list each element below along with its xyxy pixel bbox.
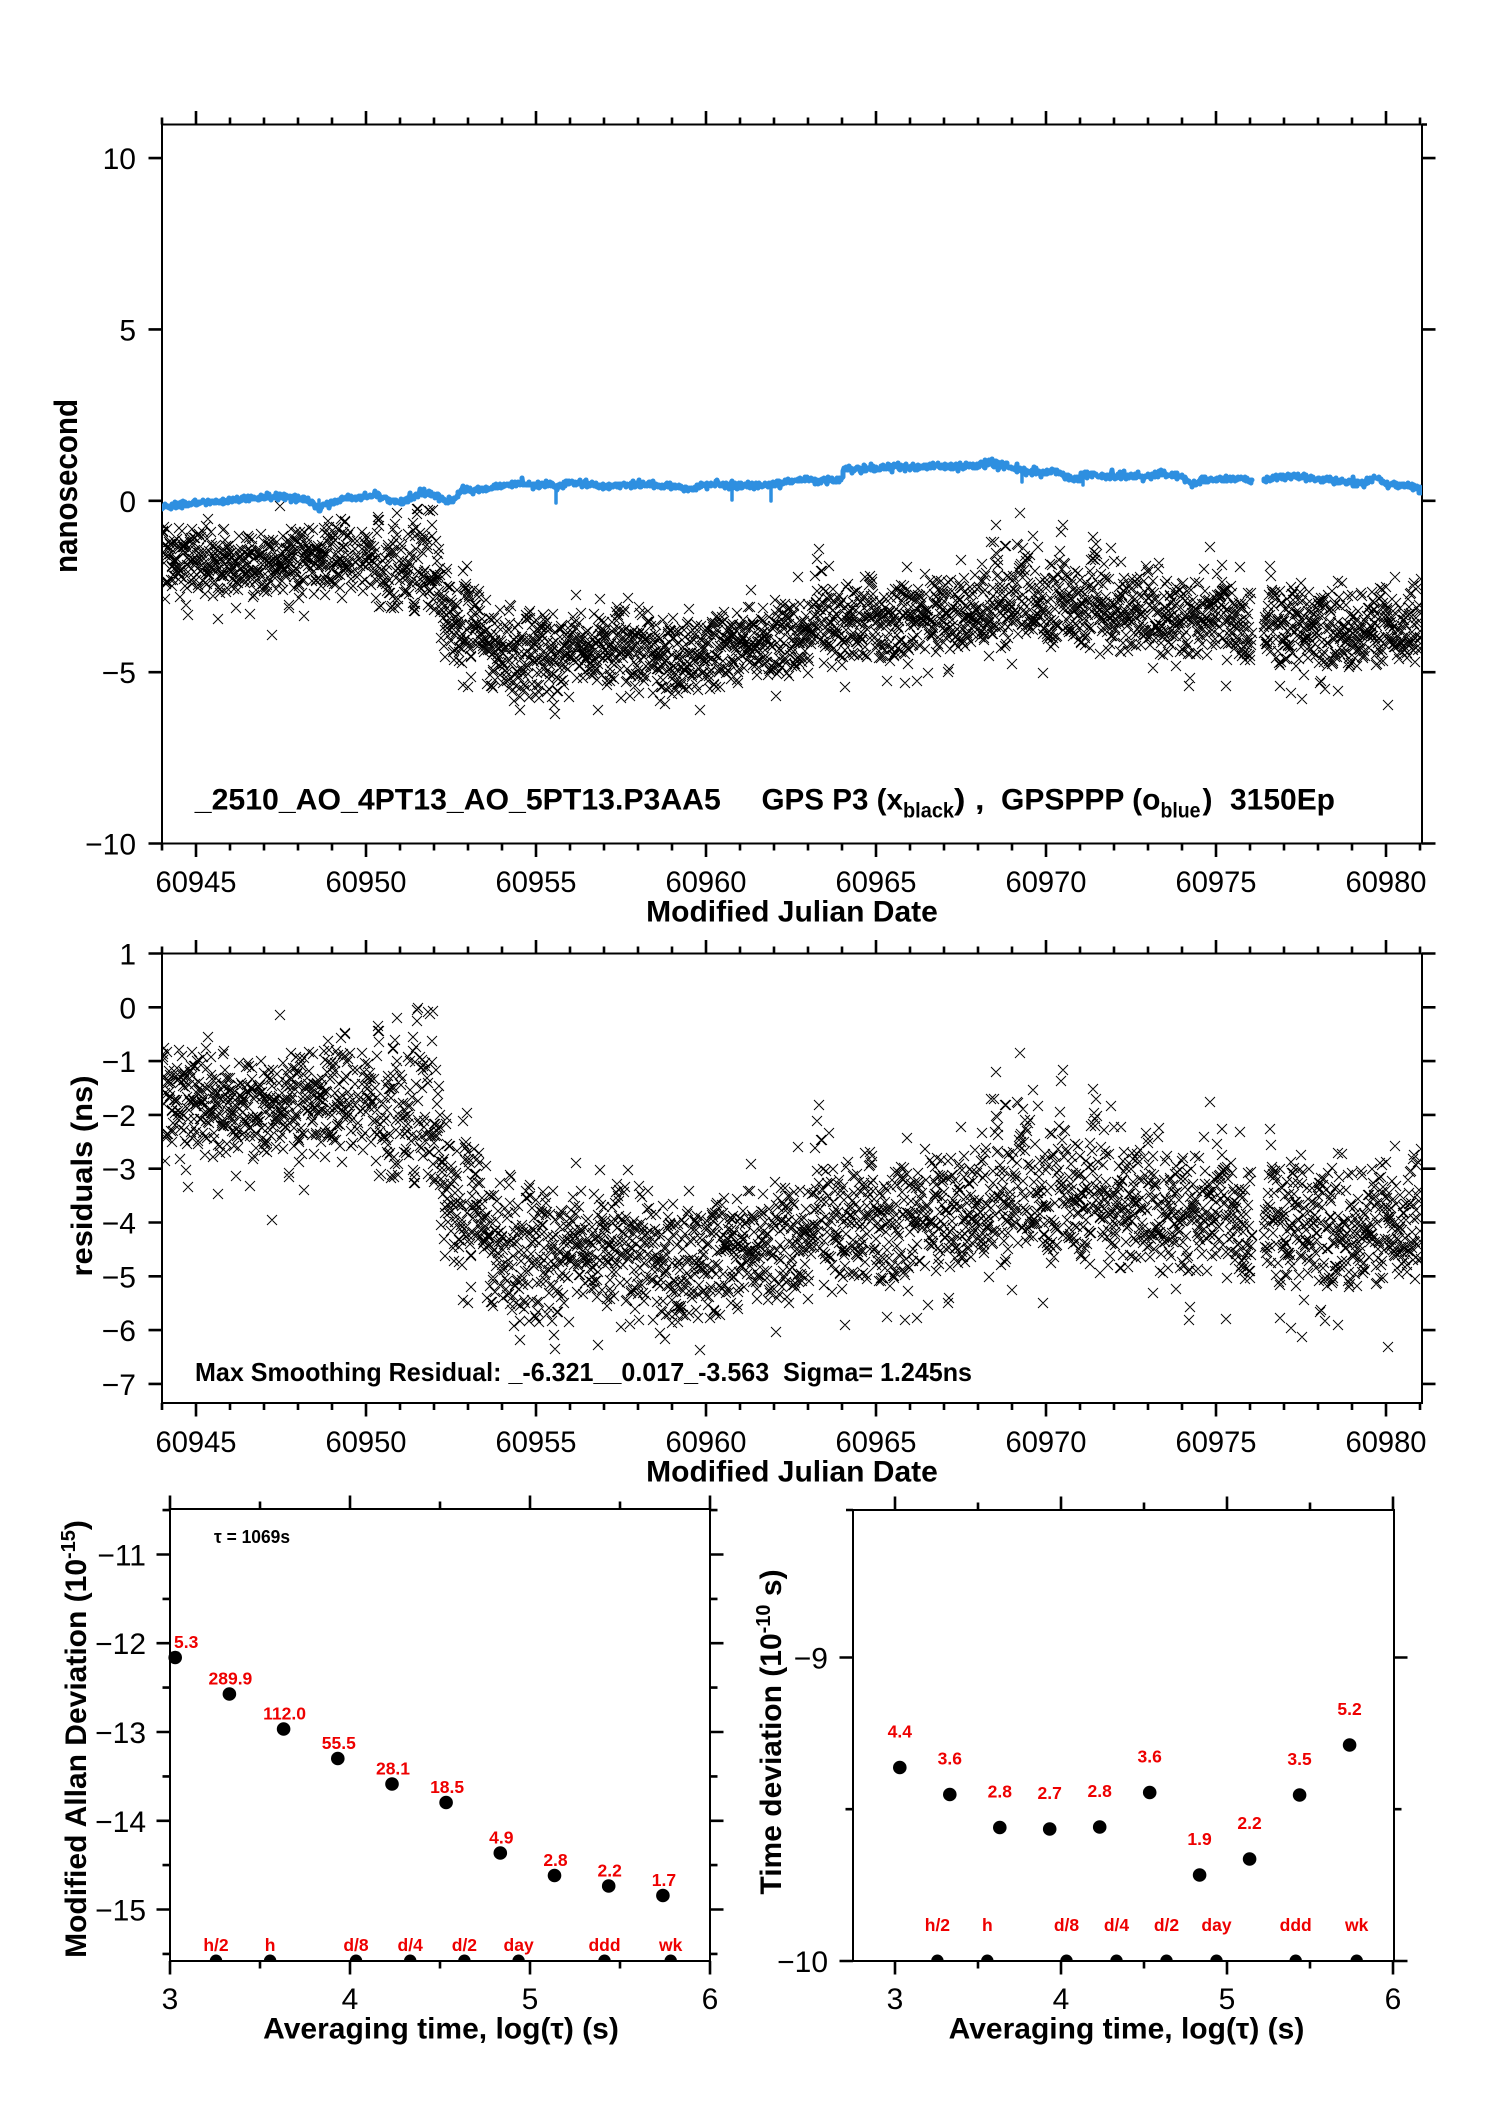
svg-text:10: 10	[103, 143, 136, 176]
svg-text:60945: 60945	[156, 1426, 237, 1459]
svg-text:d/4: d/4	[398, 1935, 424, 1955]
svg-text:ddd: ddd	[588, 1935, 620, 1955]
svg-text:60975: 60975	[1176, 1426, 1257, 1459]
svg-text:5.3: 5.3	[174, 1632, 199, 1652]
svg-text:5: 5	[1219, 1983, 1236, 2016]
svg-text:blue: blue	[1161, 800, 1201, 823]
svg-text:2.8: 2.8	[988, 1782, 1013, 1802]
svg-text:−14: −14	[95, 1806, 146, 1839]
svg-text:4.9: 4.9	[489, 1828, 514, 1848]
svg-text:): )	[1203, 784, 1213, 817]
svg-text:Time deviation (10-10 s): Time deviation (10-10 s)	[753, 1569, 788, 1894]
svg-text:3: 3	[887, 1983, 904, 2016]
svg-text:60960: 60960	[666, 1426, 747, 1459]
svg-text:60980: 60980	[1346, 866, 1427, 899]
svg-text:black: black	[903, 800, 954, 823]
svg-text:GPSPPP (o: GPSPPP (o	[1001, 784, 1161, 817]
svg-text:) ,: ) ,	[954, 784, 985, 817]
svg-text:h: h	[982, 1915, 993, 1935]
svg-text:3.6: 3.6	[1138, 1747, 1163, 1767]
svg-text:GPS P3 (x: GPS P3 (x	[762, 784, 904, 817]
svg-text:τ = 1069s: τ = 1069s	[214, 1527, 290, 1547]
svg-text:289.9: 289.9	[209, 1669, 253, 1689]
svg-text:2.8: 2.8	[543, 1850, 568, 1870]
svg-text:3: 3	[162, 1983, 179, 2016]
svg-text:60960: 60960	[666, 866, 747, 899]
svg-text:2.2: 2.2	[1237, 1813, 1262, 1833]
svg-text:−15: −15	[95, 1895, 146, 1928]
svg-text:_2510_AO_4PT13_AO_5PT13.P3AA5: _2510_AO_4PT13_AO_5PT13.P3AA5	[194, 784, 721, 817]
svg-text:60945: 60945	[156, 866, 237, 899]
svg-text:55.5: 55.5	[322, 1733, 356, 1753]
svg-text:d/8: d/8	[1054, 1915, 1080, 1935]
svg-text:−9: −9	[794, 1643, 828, 1676]
svg-text:5.2: 5.2	[1337, 1699, 1362, 1719]
svg-text:0: 0	[119, 992, 136, 1025]
svg-text:d/2: d/2	[1154, 1915, 1180, 1935]
svg-text:−6: −6	[102, 1315, 136, 1348]
svg-text:Modified Julian Date: Modified Julian Date	[646, 896, 938, 929]
svg-text:−1: −1	[102, 1046, 136, 1079]
svg-text:60980: 60980	[1346, 1426, 1427, 1459]
svg-text:h/2: h/2	[925, 1915, 951, 1935]
svg-text:−7: −7	[102, 1369, 136, 1402]
svg-text:−10: −10	[85, 829, 136, 862]
svg-text:h: h	[265, 1935, 276, 1955]
svg-text:6: 6	[1385, 1983, 1402, 2016]
svg-text:60950: 60950	[326, 1426, 407, 1459]
svg-text:Modified Allan Deviation (10-1: Modified Allan Deviation (10-15)	[58, 1520, 93, 1958]
svg-text:−5: −5	[102, 657, 136, 690]
svg-text:day: day	[1201, 1915, 1231, 1935]
svg-text:60970: 60970	[1006, 866, 1087, 899]
svg-text:4: 4	[342, 1983, 359, 2016]
svg-text:2.7: 2.7	[1038, 1783, 1062, 1803]
svg-text:d/2: d/2	[452, 1935, 478, 1955]
svg-text:residuals (ns): residuals (ns)	[66, 1076, 99, 1277]
svg-text:60970: 60970	[1006, 1426, 1087, 1459]
svg-text:6: 6	[702, 1983, 719, 2016]
svg-text:−5: −5	[102, 1261, 136, 1294]
svg-text:−4: −4	[102, 1208, 136, 1241]
svg-text:−12: −12	[95, 1628, 146, 1661]
svg-text:Max Smoothing Residual: _-6.32: Max Smoothing Residual: _-6.321__0.017_-…	[195, 1357, 972, 1387]
svg-text:3.6: 3.6	[938, 1749, 963, 1769]
svg-text:2.8: 2.8	[1088, 1781, 1113, 1801]
svg-text:1.7: 1.7	[652, 1870, 676, 1890]
svg-text:1: 1	[119, 939, 136, 972]
svg-text:d/4: d/4	[1104, 1915, 1130, 1935]
svg-text:−3: −3	[102, 1154, 136, 1187]
svg-text:60955: 60955	[496, 866, 577, 899]
svg-text:wk: wk	[658, 1935, 683, 1955]
svg-text:112.0: 112.0	[263, 1704, 306, 1724]
svg-text:−11: −11	[97, 1540, 146, 1573]
svg-text:60975: 60975	[1176, 866, 1257, 899]
svg-text:−13: −13	[95, 1717, 146, 1750]
svg-text:day: day	[504, 1935, 534, 1955]
svg-text:60950: 60950	[326, 866, 407, 899]
svg-text:Modified Julian Date: Modified Julian Date	[646, 1456, 938, 1489]
svg-text:nanosecond: nanosecond	[48, 399, 84, 573]
svg-text:4: 4	[1053, 1983, 1070, 2016]
svg-text:Averaging time, log(τ) (s): Averaging time, log(τ) (s)	[263, 2013, 619, 2046]
svg-text:18.5: 18.5	[430, 1777, 464, 1797]
svg-text:−10: −10	[777, 1946, 828, 1979]
svg-text:60955: 60955	[496, 1426, 577, 1459]
svg-text:3150Ep: 3150Ep	[1230, 784, 1335, 817]
svg-text:1.9: 1.9	[1187, 1829, 1212, 1849]
svg-text:ddd: ddd	[1280, 1915, 1312, 1935]
svg-text:4.4: 4.4	[888, 1722, 913, 1742]
svg-text:d/8: d/8	[343, 1935, 369, 1955]
svg-text:28.1: 28.1	[376, 1759, 410, 1779]
svg-text:5: 5	[119, 314, 136, 347]
svg-text:3.5: 3.5	[1287, 1749, 1312, 1769]
svg-text:0: 0	[119, 486, 136, 519]
svg-text:h/2: h/2	[203, 1935, 229, 1955]
svg-text:2.2: 2.2	[598, 1861, 623, 1881]
svg-text:−2: −2	[102, 1100, 136, 1133]
svg-text:60965: 60965	[836, 866, 917, 899]
svg-text:60965: 60965	[836, 1426, 917, 1459]
svg-text:wk: wk	[1344, 1915, 1369, 1935]
svg-text:Averaging time, log(τ) (s): Averaging time, log(τ) (s)	[949, 2013, 1305, 2046]
svg-text:5: 5	[522, 1983, 539, 2016]
